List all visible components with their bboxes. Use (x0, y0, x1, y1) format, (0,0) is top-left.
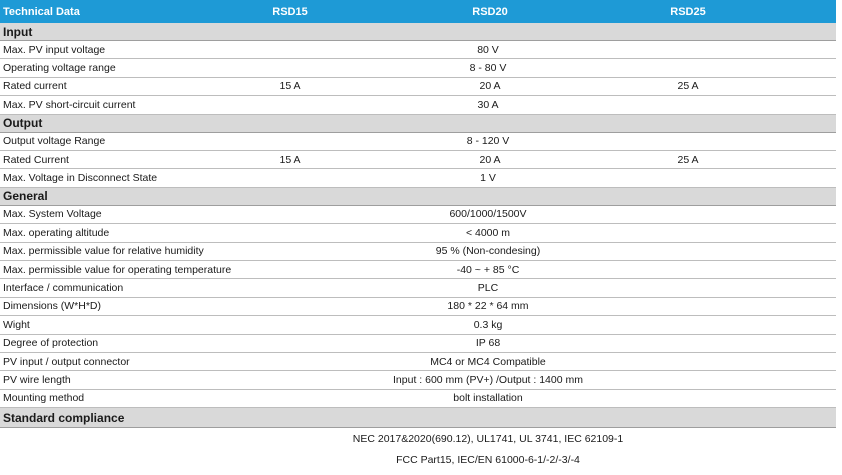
row-label: PV wire length (3, 374, 71, 387)
row-value: 180 * 22 * 64 mm (447, 300, 529, 313)
data-row: Wight 0.3 kg (0, 316, 836, 335)
row-value: IP 68 (475, 337, 501, 350)
section-row: General (0, 187, 836, 206)
row-label: Max. permissible value for operating tem… (3, 263, 232, 276)
row-label: Max. System Voltage (3, 208, 102, 221)
model-name: RSD25 (670, 5, 706, 18)
data-row: Max. permissible value for operating tem… (0, 261, 836, 280)
row-value: MC4 or MC4 Compatible (430, 355, 546, 368)
data-row: Max. Voltage in Disconnect State 1 V (0, 169, 836, 188)
row-label: Degree of protection (3, 337, 99, 350)
section-row: Standard compliance (0, 408, 836, 429)
row-label: Operating voltage range (3, 62, 116, 75)
header-title: Technical Data (3, 5, 80, 18)
row-value: 600/1000/1500V (449, 208, 527, 221)
data-row: Rated Current 15 A 20 A 25 A (0, 151, 836, 170)
row-value: 25 A (677, 80, 699, 93)
row-label: PV input / output connector (3, 355, 130, 368)
data-row: Output voltage Range 8 - 120 V (0, 133, 836, 151)
model-name: RSD15 (272, 5, 308, 18)
data-row: PV input / output connector MC4 or MC4 Co… (0, 353, 836, 372)
data-row: Max. System Voltage 600/1000/1500V (0, 206, 836, 225)
data-row: Max. permissible value for relative humi… (0, 243, 836, 261)
data-row: Rated current 15 A 20 A 25 A (0, 78, 836, 97)
section-title: General (3, 189, 48, 204)
row-value: 1 V (480, 172, 496, 185)
row-value: -40 ~ + 85 °C (456, 263, 520, 276)
section-row: Input (0, 23, 836, 41)
section-title: Standard compliance (3, 410, 125, 425)
section-title: Output (3, 116, 43, 131)
row-label: Rated Current (3, 153, 69, 166)
row-value: bolt installation (453, 392, 523, 405)
model-name: RSD20 (472, 5, 508, 18)
data-row: Mounting method bolt installation (0, 390, 836, 409)
data-row: Dimensions (W*H*D) 180 * 22 * 64 mm (0, 298, 836, 317)
data-row: Interface / communication PLC (0, 279, 836, 298)
row-value: 25 A (677, 153, 699, 166)
compliance-line: FCC Part15, IEC/EN 61000-6-1/-2/-3/-4 (396, 454, 580, 467)
data-row: Max. PV input voltage 80 V (0, 41, 836, 60)
compliance-line: NEC 2017&2020(690.12), UL1741, UL 3741, … (352, 433, 624, 446)
data-row: Degree of protection IP 68 (0, 335, 836, 353)
row-label: Rated current (3, 80, 67, 93)
row-value: Input : 600 mm (PV+) /Output : 1400 mm (393, 374, 583, 387)
row-label: Interface / communication (3, 282, 124, 295)
row-label: Max. operating altitude (3, 226, 110, 239)
row-value: 20 A (479, 80, 501, 93)
data-row: Max. operating altitude < 4000 m (0, 224, 836, 243)
row-value: 95 % (Non-condesing) (435, 245, 541, 258)
row-label: Max. permissible value for relative humi… (3, 245, 204, 258)
row-label: Mounting method (3, 392, 85, 405)
section-title: Input (3, 24, 33, 39)
row-label: Output voltage Range (3, 135, 106, 148)
row-value: 80 V (477, 43, 499, 56)
data-row: Max. PV short-circuit current 30 A (0, 96, 836, 115)
row-label: Max. PV short-circuit current (3, 98, 136, 111)
row-value: 30 A (477, 98, 499, 111)
row-value: < 4000 m (465, 226, 511, 239)
header-row: Technical Data RSD15 RSD20 RSD25 (0, 0, 836, 23)
row-value: 0.3 kg (473, 318, 503, 331)
row-label: Max. PV input voltage (3, 43, 106, 56)
data-row: Operating voltage range 8 - 80 V (0, 59, 836, 78)
row-value: 8 - 120 V (466, 135, 510, 148)
data-row: PV wire length Input : 600 mm (PV+) /Outp… (0, 371, 836, 390)
row-label: Max. Voltage in Disconnect State (3, 172, 158, 185)
row-value: 20 A (479, 153, 501, 166)
section-row: Output (0, 114, 836, 133)
row-label: Dimensions (W*H*D) (3, 300, 102, 313)
row-value: 15 A (279, 153, 301, 166)
row-value: 8 - 80 V (469, 62, 507, 75)
row-label: Wight (3, 318, 30, 331)
row-value: PLC (477, 282, 499, 295)
row-value: 15 A (279, 80, 301, 93)
